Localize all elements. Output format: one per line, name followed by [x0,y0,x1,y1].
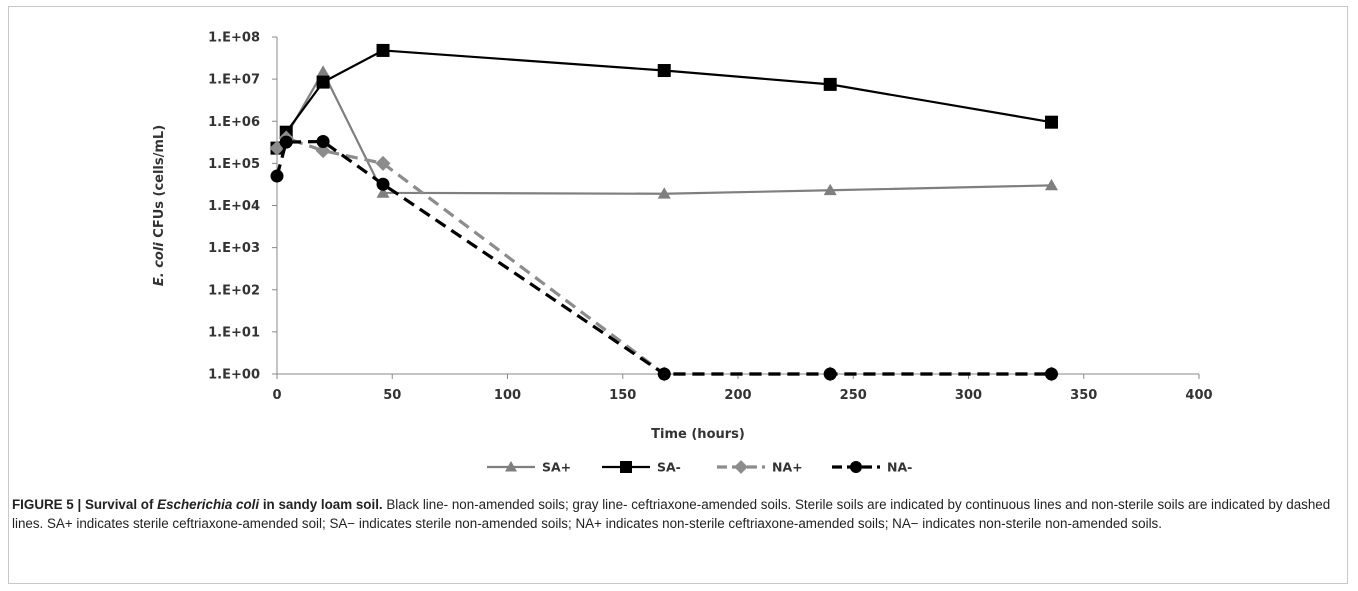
data-point-na-minus [270,169,284,183]
series-line-na-plus [275,136,1052,376]
data-point-na-minus [657,367,671,381]
y-tick-label: 1.E+06 [208,115,260,130]
legend-marker-na-plus [734,460,748,474]
series-na-plus [269,130,1059,382]
legend-marker-sa-plus [505,461,517,472]
y-tick-label: 1.E+05 [208,157,260,172]
chart-axes: 1.E+00 1.E+01 1.E+02 1.E+03 1.E+04 1.E+05 1.E+… [208,31,1212,404]
data-point-na-minus [1044,367,1058,381]
caption-organism: Escherichia coli [157,497,260,512]
data-point-sa-minus [823,77,837,91]
data-point-na-plus [375,155,391,171]
x-axis-title: Time (hours) [651,427,745,442]
caption-body: Black line- non-amended soils; gray line… [12,497,1331,531]
y-tick-label: 1.E+00 [208,368,260,383]
y-axis-title: E. coli CFUs (cells/mL) [152,125,167,286]
x-tick-label: 100 [494,388,521,403]
x-tick-label: 350 [1070,388,1097,403]
series-line-na-minus [275,139,1052,376]
data-point-na-minus [316,135,330,149]
figure-caption: FIGURE 5 | Survival of Escherichia coli … [12,496,1332,533]
y-tick-label: 1.E+01 [208,325,260,340]
x-tick-label: 50 [383,388,401,403]
legend: SA+ SA- NA+ NA- [487,460,912,475]
data-point-sa-minus [316,75,330,89]
data-point-sa-minus [1044,115,1058,129]
series-sa-plus [270,65,1058,199]
x-tick-label: 150 [609,388,636,403]
data-point-sa-minus [657,64,671,78]
y-tick-label: 1.E+03 [208,241,260,256]
x-tick-label: 400 [1185,388,1212,403]
legend-label-sa-plus: SA+ [542,460,571,475]
data-point-sa-plus [823,183,837,196]
x-tick-label: 0 [272,388,281,403]
series-layer [269,43,1059,382]
x-tick-label: 200 [724,388,751,403]
legend-item-na-plus: NA+ [717,460,803,475]
data-point-na-minus [376,177,390,191]
legend-label-na-plus: NA+ [772,460,803,475]
y-tick-label: 1.E+02 [208,283,260,298]
x-tick-label: 300 [955,388,982,403]
series-na-minus [270,135,1058,381]
legend-marker-sa-minus [620,461,632,473]
legend-item-na-minus: NA- [832,460,912,475]
legend-marker-na-minus [850,461,862,473]
legend-label-sa-minus: SA- [657,460,681,475]
y-tick-label: 1.E+08 [208,31,260,46]
data-point-sa-plus [1044,178,1058,191]
data-point-sa-minus [376,43,390,57]
series-line-sa-plus [276,70,1052,195]
line-chart: 1.E+00 1.E+01 1.E+02 1.E+03 1.E+04 1.E+05 1.E+… [152,31,1213,475]
data-point-na-minus [279,135,293,149]
figure-frame [8,6,1348,584]
legend-item-sa-plus: SA+ [487,460,571,475]
data-point-sa-plus [376,186,390,198]
y-tick-label: 1.E+04 [208,199,260,214]
y-tick-label: 1.E+07 [208,73,260,88]
y-axis-title-italic: E. coli [152,242,167,286]
caption-figure-label: FIGURE 5 | Survival of [12,497,158,512]
y-axis-title-rest: CFUs (cells/mL) [152,125,167,242]
data-point-na-minus [823,367,837,381]
x-tick-label: 250 [840,388,867,403]
legend-item-sa-minus: SA- [602,460,681,475]
legend-label-na-minus: NA- [887,460,912,475]
data-point-sa-plus [657,187,671,199]
caption-bold-rest: in sandy loam soil. [259,497,383,512]
data-point-sa-plus [316,65,330,77]
data-point-na-plus [315,143,331,159]
series-sa-minus [270,43,1058,155]
